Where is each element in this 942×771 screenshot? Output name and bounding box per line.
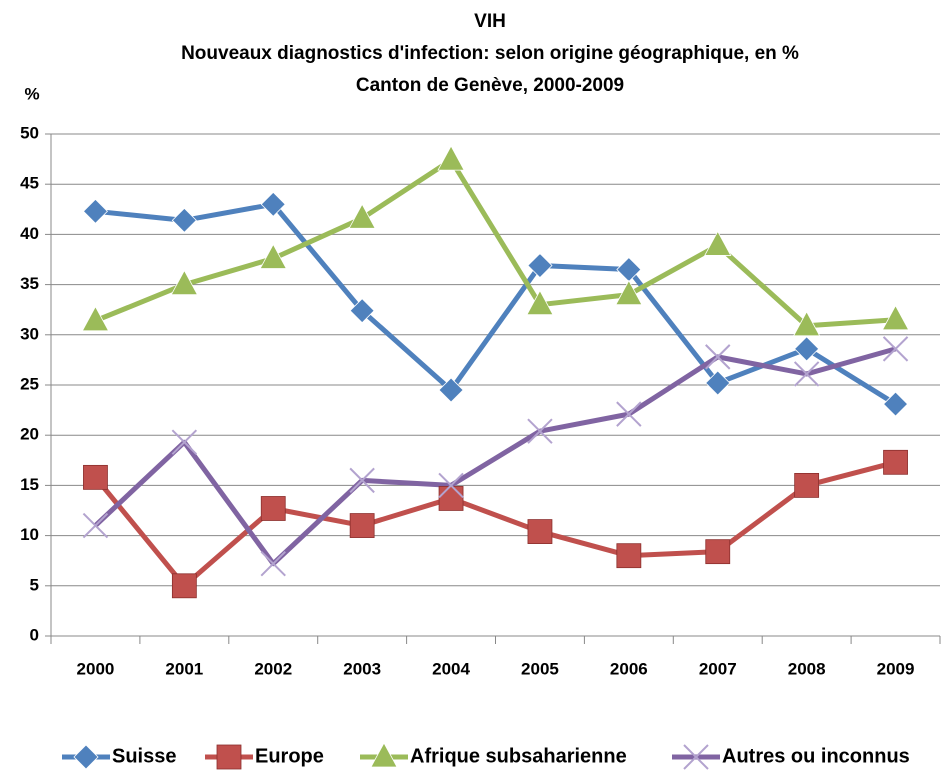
data-point xyxy=(616,543,642,569)
y-tick-label: 30 xyxy=(20,324,39,343)
x-tick-label: 2001 xyxy=(165,659,203,678)
data-point xyxy=(527,519,553,544)
y-tick-label: 10 xyxy=(20,525,39,544)
y-tick-label: 45 xyxy=(20,174,39,193)
data-point xyxy=(527,252,553,279)
data-point xyxy=(438,486,464,511)
y-tick-label: 20 xyxy=(20,425,39,444)
chart-title: Canton de Genève, 2000-2009 xyxy=(356,75,624,96)
x-tick-label: 2006 xyxy=(610,659,648,678)
data-point xyxy=(348,203,376,229)
legend-item: Suisse xyxy=(62,744,176,770)
y-tick-label: 0 xyxy=(30,625,39,644)
data-point xyxy=(793,361,820,387)
data-point xyxy=(82,512,109,539)
legend-marker xyxy=(683,744,709,770)
x-tick-label: 2009 xyxy=(877,659,915,678)
data-point xyxy=(527,418,553,444)
data-point xyxy=(171,573,197,599)
legend-item: Europe xyxy=(205,744,324,770)
chart-title: Nouveaux diagnostics d'infection: selon … xyxy=(181,43,799,64)
y-tick-label: 25 xyxy=(20,374,39,393)
y-tick-label: 35 xyxy=(20,274,39,293)
data-point xyxy=(615,279,643,306)
data-point xyxy=(349,467,375,494)
data-point xyxy=(705,370,731,396)
series-line xyxy=(93,459,897,589)
legend-label: Suisse xyxy=(112,745,176,767)
x-tick-label: 2000 xyxy=(77,659,115,678)
legend-label: Autres ou inconnus xyxy=(722,745,910,767)
data-point xyxy=(260,551,286,577)
data-point xyxy=(882,336,909,362)
series-line xyxy=(93,346,897,567)
data-point xyxy=(349,513,375,538)
data-point xyxy=(170,269,199,295)
y-tick-label: 50 xyxy=(20,123,39,142)
data-point xyxy=(259,243,287,269)
y-tick-label: 15 xyxy=(20,475,39,494)
legend-label: Afrique subsaharienne xyxy=(410,745,627,767)
series-line xyxy=(94,157,896,329)
data-point xyxy=(171,207,197,233)
data-point xyxy=(438,472,464,499)
data-point xyxy=(792,310,821,337)
data-point xyxy=(526,289,554,316)
data-point xyxy=(437,145,465,171)
data-point xyxy=(704,230,732,256)
y-axis-label: % xyxy=(24,84,39,103)
data-point xyxy=(260,496,286,521)
x-tick-label: 2007 xyxy=(699,659,737,678)
x-tick-label: 2002 xyxy=(254,659,292,678)
data-point xyxy=(705,539,731,565)
data-point xyxy=(171,429,198,455)
data-point xyxy=(82,198,109,224)
x-tick-label: 2005 xyxy=(521,659,559,678)
data-point xyxy=(438,377,464,403)
x-tick-label: 2004 xyxy=(432,659,470,678)
chart-title: VIH xyxy=(474,11,506,32)
y-tick-label: 5 xyxy=(30,575,39,594)
x-tick-label: 2008 xyxy=(788,659,826,678)
legend-marker xyxy=(370,742,398,768)
legend-marker xyxy=(73,744,99,770)
data-point xyxy=(794,472,820,498)
x-tick-label: 2003 xyxy=(343,659,381,678)
data-point xyxy=(83,464,108,490)
legend-item: Afrique subsaharienne xyxy=(360,742,627,768)
data-point xyxy=(794,336,820,362)
y-tick-label: 40 xyxy=(20,224,39,243)
data-point xyxy=(883,449,908,475)
legend-label: Europe xyxy=(255,745,324,767)
data-point xyxy=(882,391,909,417)
data-point xyxy=(881,304,910,331)
data-point xyxy=(705,344,731,370)
data-point xyxy=(616,401,642,427)
legend-marker xyxy=(216,744,242,770)
legend-item: Autres ou inconnus xyxy=(672,744,910,770)
data-point xyxy=(349,298,375,324)
data-point xyxy=(81,305,110,332)
data-point xyxy=(260,191,286,217)
